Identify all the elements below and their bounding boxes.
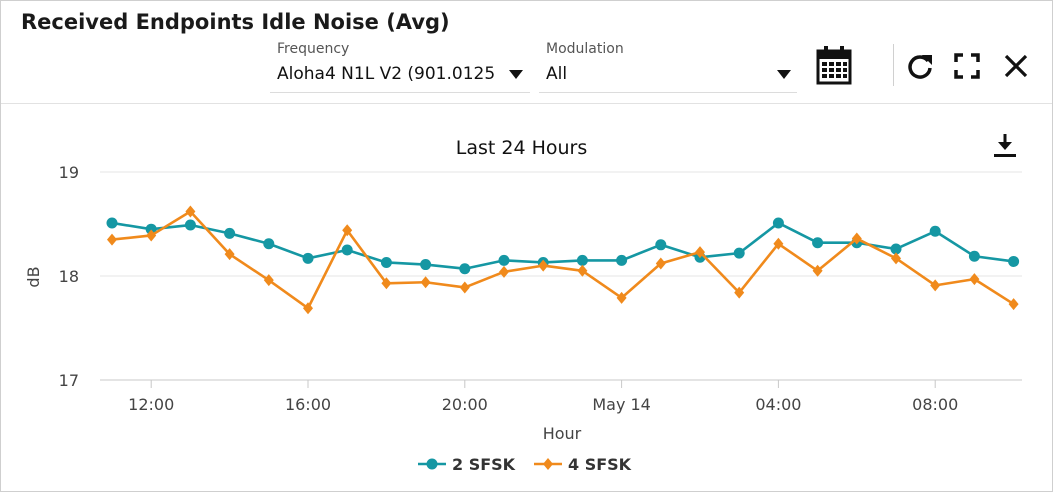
refresh-icon[interactable] bbox=[906, 52, 934, 80]
chevron-down-icon bbox=[509, 70, 523, 79]
chevron-down-icon bbox=[777, 70, 791, 79]
frequency-value: Aloha4 N1L V2 (901.0125 bbox=[277, 64, 496, 84]
modulation-select[interactable]: Modulation All bbox=[539, 41, 797, 93]
download-icon[interactable] bbox=[991, 131, 1019, 159]
widget-title: Received Endpoints Idle Noise (Avg) bbox=[21, 10, 450, 34]
modulation-label: Modulation bbox=[546, 41, 624, 57]
chart-title: Last 24 Hours bbox=[455, 137, 588, 159]
calendar-icon[interactable] bbox=[816, 45, 852, 85]
close-icon[interactable] bbox=[1003, 53, 1029, 79]
toolbar-separator bbox=[893, 44, 894, 86]
frequency-label: Frequency bbox=[277, 41, 350, 57]
fullscreen-icon[interactable] bbox=[954, 53, 980, 79]
frequency-select[interactable]: Frequency Aloha4 N1L V2 (901.0125 bbox=[270, 41, 530, 93]
header-divider bbox=[1, 103, 1052, 104]
modulation-value: All bbox=[546, 64, 568, 84]
